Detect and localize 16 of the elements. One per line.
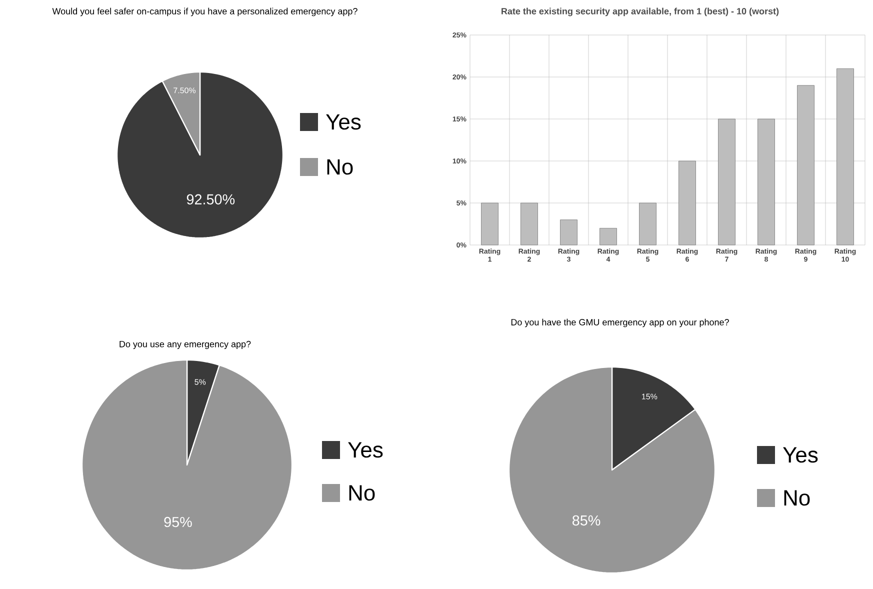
- data-label: 85%: [572, 515, 600, 526]
- data-label: 15%: [642, 394, 658, 400]
- legend-label: Yes: [783, 447, 818, 463]
- data-label: 92.50%: [186, 194, 235, 204]
- chart-title: Do you use any emergency app?: [120, 340, 251, 350]
- data-label: 7.50%: [174, 88, 196, 94]
- legend-label: No: [784, 490, 810, 506]
- legend-label: Yes: [348, 442, 383, 458]
- data-label: 95%: [164, 516, 192, 528]
- legend-label: No: [327, 159, 353, 175]
- data-label: 5%: [194, 379, 206, 385]
- legend-label: Yes: [326, 114, 361, 130]
- chart-title: Rate the existing security app available, from 1 (best) - 10 (worst): [502, 8, 779, 16]
- legend-label: No: [349, 485, 375, 501]
- chart-title: Do you have the GMU emergency app on your phone?: [511, 318, 729, 328]
- chart-title: Would you feel safer on-campus if you have a personalized emergency app?: [52, 8, 358, 16]
